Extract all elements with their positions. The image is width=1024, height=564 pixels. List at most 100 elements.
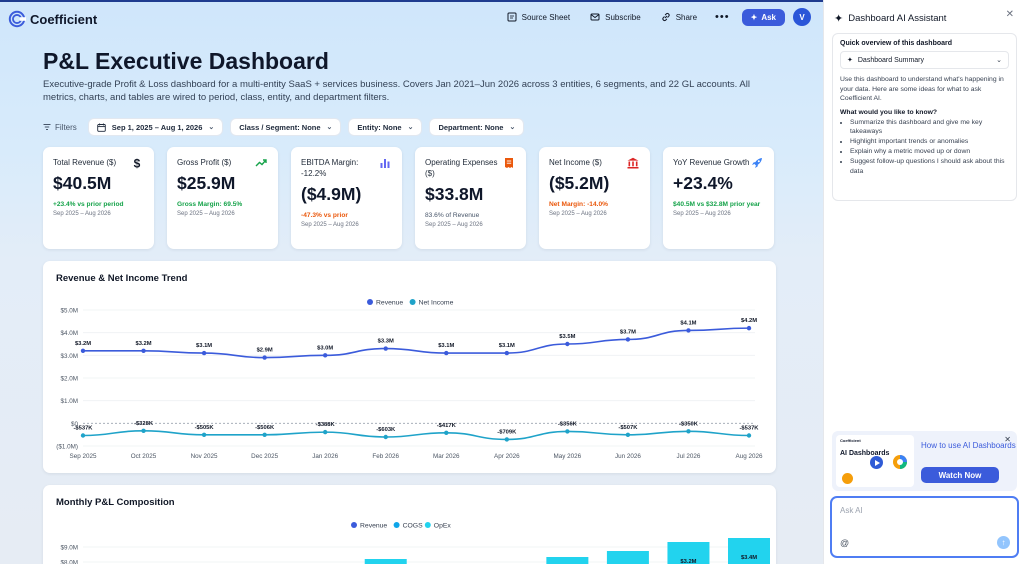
ai-dashboards-promo: Coefficient AI Dashboards How to use AI … <box>832 431 1017 491</box>
kpi-delta: +23.4% vs prior period <box>53 201 124 208</box>
x-tick-label: Nov 2025 <box>191 453 218 460</box>
data-point <box>746 433 752 438</box>
data-label: $3.2M <box>680 559 696 564</box>
legend-label: Net Income <box>419 300 454 307</box>
kpi-card-yoy-revenue-growth[interactable]: YoY Revenue Growth +23.4% $40.5M vs $32.… <box>663 147 774 249</box>
data-point <box>444 430 449 435</box>
sheet-icon <box>507 12 517 22</box>
ask-label: Ask <box>761 12 776 22</box>
y-tick-label: $2.0M <box>60 376 78 383</box>
dashboard-main: Coefficient Source Sheet Subscribe Share… <box>0 0 823 564</box>
svg-text:$: $ <box>134 157 141 169</box>
overview-intro: Use this dashboard to understand what's … <box>840 76 1004 102</box>
opex-bar <box>728 538 770 564</box>
summary-select[interactable]: ✦ Dashboard Summary ⌄ <box>840 51 1009 69</box>
play-icon[interactable] <box>870 456 883 469</box>
data-label: $3.7M <box>620 329 636 335</box>
kpi-label: EBITDA Margin: -12.2% <box>301 158 359 178</box>
overview-card: Quick overview of this dashboard ✦ Dashb… <box>832 33 1017 201</box>
kpi-card-net-income[interactable]: Net Income ($) ($5.2M) Net Margin: -14.0… <box>539 147 650 249</box>
data-label: $2.9M <box>257 348 273 354</box>
close-icon[interactable]: ✕ <box>1004 435 1011 444</box>
chevron-down-icon: ⌄ <box>326 124 333 131</box>
share-button[interactable]: Share <box>655 8 703 26</box>
legend-label: Revenue <box>376 300 403 307</box>
date-range-filter[interactable]: Sep 1, 2025 – Aug 1, 2026 ⌄ <box>87 118 224 136</box>
panel-header: ✦ Dashboard AI Assistant <box>834 12 946 25</box>
opex-bar <box>667 542 710 564</box>
promo-brand: Coefficient <box>840 438 861 443</box>
y-tick-label: $0 <box>71 421 79 428</box>
class-segment-value: Class / Segment: None <box>239 122 321 132</box>
class-segment-filter[interactable]: Class / Segment: None ⌄ <box>230 118 342 136</box>
panel-title: Dashboard AI Assistant <box>848 13 947 24</box>
entity-filter[interactable]: Entity: None ⌄ <box>348 118 423 136</box>
kpi-label: Gross Profit ($) <box>177 158 232 167</box>
data-label: -$388K <box>316 422 336 428</box>
data-label: -$709K <box>497 429 517 435</box>
kpi-card-gross-profit[interactable]: Gross Profit ($) $25.9M Gross Margin: 69… <box>167 147 278 249</box>
data-label: -$356K <box>558 421 578 427</box>
opex-bar <box>606 551 649 564</box>
more-button[interactable]: ••• <box>715 11 730 23</box>
data-label: $3.2M <box>75 341 91 347</box>
coefficient-logo[interactable]: Coefficient <box>8 10 97 28</box>
mention-icon[interactable]: @ <box>840 538 850 548</box>
data-label: -$537K <box>739 426 759 432</box>
suggestion-item[interactable]: Suggest follow-up questions I should ask… <box>850 157 1009 176</box>
legend-marker <box>409 299 416 305</box>
revenue-net-income-trend-card: Revenue & Net Income Trend Revenue Net In… <box>43 261 776 473</box>
sparkle-icon: ✦ <box>847 57 853 64</box>
data-label: -$505K <box>195 425 215 431</box>
suggestion-item[interactable]: Summarize this dashboard and give me key… <box>850 118 1009 137</box>
suggestion-item[interactable]: Explain why a metric moved up or down <box>850 147 1009 157</box>
calendar-icon <box>97 123 106 132</box>
suggestion-item[interactable]: Highlight important trends or anomalies <box>850 137 1009 147</box>
data-label: $4.1M <box>680 320 696 326</box>
x-tick-label: Mar 2026 <box>433 453 460 460</box>
x-tick-label: Sep 2025 <box>70 453 97 460</box>
kpi-label: Operating Expenses ($) <box>425 158 498 178</box>
close-icon[interactable]: ✕ <box>1005 9 1014 20</box>
user-avatar[interactable]: V <box>793 8 811 26</box>
chart-title: Revenue & Net Income Trend <box>56 273 188 284</box>
department-filter[interactable]: Department: None ⌄ <box>429 118 525 136</box>
legend-marker <box>393 522 400 528</box>
watch-now-button[interactable]: Watch Now <box>921 467 999 483</box>
filter-bar: Filters Sep 1, 2025 – Aug 1, 2026 ⌄ Clas… <box>43 118 525 136</box>
legend-label: OpEx <box>434 523 452 530</box>
subscribe-label: Subscribe <box>605 12 641 22</box>
y-tick-label: ($1.0M) <box>56 444 78 451</box>
data-point <box>565 429 570 434</box>
ask-ai-placeholder: Ask AI <box>840 506 863 515</box>
kpi-card-total-revenue[interactable]: Total Revenue ($) $ $40.5M +23.4% vs pri… <box>43 147 154 249</box>
ask-button[interactable]: ✦ Ask <box>741 8 785 26</box>
suggestion-list: Summarize this dashboard and give me key… <box>840 118 1009 177</box>
opex-bar <box>364 559 407 564</box>
send-icon[interactable]: ↑ <box>997 536 1010 549</box>
promo-video-thumbnail[interactable]: Coefficient AI Dashboards <box>836 435 914 487</box>
overview-question: What would you like to know? <box>840 108 938 116</box>
kpi-card-ebitda-margin[interactable]: EBITDA Margin: -12.2% ($4.9M) -47.3% vs … <box>291 147 402 249</box>
kpi-card-operating-expenses[interactable]: Operating Expenses ($) $33.8M 83.6% of R… <box>415 147 526 249</box>
legend-marker <box>367 299 373 305</box>
chevron-down-icon: ⌄ <box>208 124 215 131</box>
data-point <box>322 429 328 435</box>
share-label: Share <box>675 12 698 22</box>
chart-title: Monthly P&L Composition <box>56 497 175 508</box>
source-sheet-button[interactable]: Source Sheet <box>501 8 576 26</box>
top-bar: Coefficient Source Sheet Subscribe Share… <box>0 2 823 34</box>
kpi-period: Sep 2025 – Aug 2026 <box>673 211 731 217</box>
trend-up-icon <box>255 159 267 167</box>
data-point <box>625 337 631 342</box>
y-tick-label: $5.0M <box>60 308 78 315</box>
ask-ai-input[interactable]: Ask AI @ ↑ <box>830 496 1019 558</box>
data-point <box>625 432 631 438</box>
subscribe-button[interactable]: Subscribe <box>584 8 647 26</box>
data-point <box>262 355 267 360</box>
presenter-avatar <box>842 473 853 484</box>
legend-marker <box>424 522 431 528</box>
data-point <box>504 350 510 356</box>
kpi-period: Sep 2025 – Aug 2026 <box>425 222 483 228</box>
kpi-row: Total Revenue ($) $ $40.5M +23.4% vs pri… <box>43 147 774 249</box>
